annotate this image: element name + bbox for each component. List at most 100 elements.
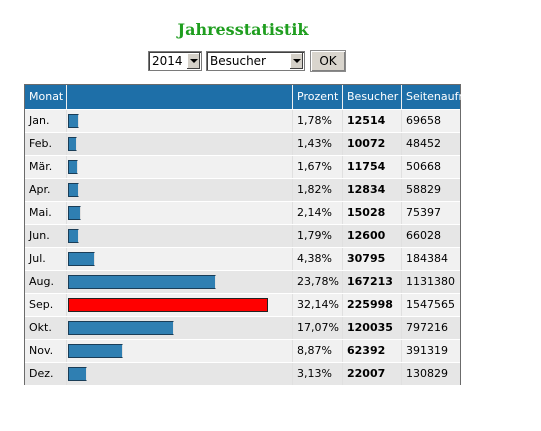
month-cell: Mär. (25, 156, 67, 178)
header-visitors: Besucher (343, 85, 402, 109)
table-row: Mär. 1,67% 11754 50668 (25, 155, 460, 178)
percent-cell: 1,78% (293, 110, 343, 132)
header-percent: Prozent (293, 85, 343, 109)
visitors-cell: 11754 (343, 156, 402, 178)
percent-cell: 1,43% (293, 133, 343, 155)
filter-controls: 2014 Besucher OK (148, 50, 346, 72)
pageviews-cell: 1547565 (406, 298, 455, 311)
bar-cell (67, 156, 293, 178)
pageviews-cell: 797216 (406, 321, 448, 334)
table-row: Dez. 3,13% 22007 130829 (25, 362, 460, 385)
month-cell: Jul. (25, 248, 67, 270)
table-row: Jun. 1,79% 12600 66028 (25, 224, 460, 247)
month-cell: Dez. (25, 363, 67, 385)
share-bar (68, 344, 123, 358)
month-cell: Jan. (25, 110, 67, 132)
month-cell: Mai. (25, 202, 67, 224)
share-bar (68, 252, 95, 266)
share-bar (68, 229, 79, 243)
bar-cell (67, 248, 293, 270)
statistics-table: Monat Prozent Besucher Seitenaufrufe Jan… (24, 84, 481, 385)
table-row: Nov. 8,87% 62392 391319 (25, 339, 460, 362)
pageviews-cell: 1131380 (406, 275, 455, 288)
chevron-down-icon[interactable] (186, 53, 200, 69)
table-row: Jan. 1,78% 12514 69658 (25, 109, 460, 132)
percent-cell: 17,07% (293, 317, 343, 339)
ok-button[interactable]: OK (310, 50, 346, 72)
visitors-cell: 12834 (343, 179, 402, 201)
pageviews-cell: 66028 (406, 229, 441, 242)
bar-cell (67, 110, 293, 132)
percent-cell: 1,82% (293, 179, 343, 201)
bar-cell (67, 133, 293, 155)
share-bar (68, 367, 87, 381)
pageviews-cell: 58829 (406, 183, 441, 196)
percent-cell: 2,14% (293, 202, 343, 224)
percent-cell: 8,87% (293, 340, 343, 362)
year-select-value: 2014 (152, 54, 183, 68)
month-cell: Aug. (25, 271, 67, 293)
percent-cell: 3,13% (293, 363, 343, 385)
percent-cell: 4,38% (293, 248, 343, 270)
metric-select[interactable]: Besucher (206, 51, 305, 71)
pageviews-cell: 50668 (406, 160, 441, 173)
table-row: Mai. 2,14% 15028 75397 (25, 201, 460, 224)
visitors-cell: 120035 (343, 317, 402, 339)
month-cell: Nov. (25, 340, 67, 362)
percent-cell: 1,79% (293, 225, 343, 247)
pageviews-cell: 48452 (406, 137, 441, 150)
bar-cell (67, 202, 293, 224)
share-bar (68, 275, 216, 289)
bar-cell (67, 294, 293, 316)
visitors-cell: 10072 (343, 133, 402, 155)
month-cell: Jun. (25, 225, 67, 247)
pageviews-cell: 69658 (406, 114, 441, 127)
bar-cell (67, 340, 293, 362)
pageviews-cell: 130829 (406, 367, 448, 380)
highlighted-bar (68, 298, 268, 312)
bar-cell (67, 225, 293, 247)
chevron-down-icon[interactable] (289, 53, 303, 69)
bar-cell (67, 179, 293, 201)
percent-cell: 1,67% (293, 156, 343, 178)
header-bar (67, 85, 293, 109)
header-month: Monat (25, 85, 67, 109)
bar-cell (67, 271, 293, 293)
table-row: Aug. 23,78% 167213 1131380 (25, 270, 460, 293)
page-title: Jahresstatistik (177, 20, 309, 39)
metric-select-value: Besucher (210, 54, 266, 68)
visitors-cell: 167213 (343, 271, 402, 293)
bar-cell (67, 363, 293, 385)
visitors-cell: 15028 (343, 202, 402, 224)
share-bar (68, 321, 174, 335)
visitors-cell: 62392 (343, 340, 402, 362)
month-cell: Sep. (25, 294, 67, 316)
visitors-cell: 12514 (343, 110, 402, 132)
month-cell: Apr. (25, 179, 67, 201)
table-row: Sep. 32,14% 225998 1547565 (25, 293, 460, 316)
bar-cell (67, 317, 293, 339)
visitors-cell: 22007 (343, 363, 402, 385)
month-cell: Feb. (25, 133, 67, 155)
visitors-cell: 30795 (343, 248, 402, 270)
pageviews-cell: 184384 (406, 252, 448, 265)
share-bar (68, 114, 79, 128)
table-row: Okt. 17,07% 120035 797216 (25, 316, 460, 339)
table-body: Jan. 1,78% 12514 69658 Feb. 1,43% 10072 48452 Mä… (25, 109, 460, 385)
table-row: Feb. 1,43% 10072 48452 (25, 132, 460, 155)
table-row: Jul. 4,38% 30795 184384 (25, 247, 460, 270)
share-bar (68, 160, 78, 174)
visitors-cell: 225998 (343, 294, 402, 316)
pageviews-cell: 391319 (406, 344, 448, 357)
pageviews-cell: 75397 (406, 206, 441, 219)
table-header: Monat Prozent Besucher Seitenaufrufe (25, 85, 481, 109)
table-row: Apr. 1,82% 12834 58829 (25, 178, 460, 201)
header-pageviews: Seitenaufrufe (406, 90, 481, 103)
share-bar (68, 206, 81, 220)
share-bar (68, 137, 77, 151)
share-bar (68, 183, 79, 197)
year-select[interactable]: 2014 (148, 51, 202, 71)
percent-cell: 32,14% (293, 294, 343, 316)
percent-cell: 23,78% (293, 271, 343, 293)
visitors-cell: 12600 (343, 225, 402, 247)
